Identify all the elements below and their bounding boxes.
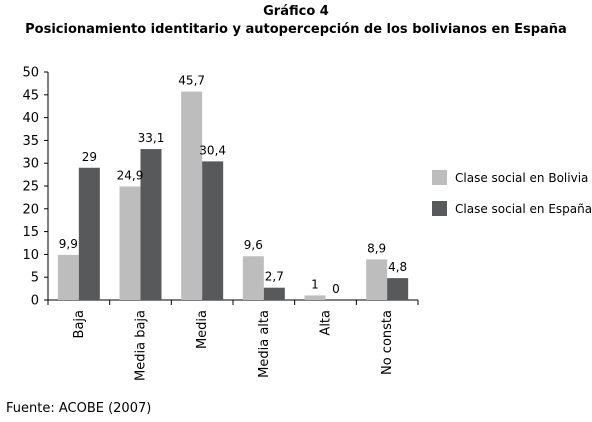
data-label: 9,6 [244, 238, 263, 252]
y-tick-label: 35 [22, 134, 39, 149]
y-axis: 0 5 10 15 20 25 30 35 40 45 50 [22, 66, 49, 309]
data-labels: 9,9 29 24,9 33,1 45,7 30,4 9,6 2,7 1 0 8,94,8 [59, 74, 407, 296]
bar [78, 167, 100, 300]
y-tick-label: 10 [22, 248, 39, 263]
bar [242, 256, 264, 300]
data-label: 9,9 [59, 237, 78, 251]
legend-entry: Clase social en España [455, 202, 592, 216]
bar [202, 161, 224, 300]
bar [140, 149, 162, 300]
category-label: Baja [72, 310, 87, 338]
y-tick-label: 15 [22, 225, 39, 240]
y-tick-label: 25 [22, 180, 39, 195]
category-label: Media baja [134, 310, 149, 381]
bar [57, 254, 79, 300]
legend-swatch [432, 201, 447, 216]
data-label: 45,7 [178, 74, 205, 88]
data-label: 0 [332, 282, 340, 296]
data-label: 8,9 [367, 241, 386, 255]
chart-title: Posicionamiento identitario y autopercep… [25, 22, 567, 37]
x-axis: Baja Media baja Media Media alta Alta No cons… [47, 299, 419, 381]
y-tick-label: 30 [22, 157, 39, 172]
bar [387, 278, 409, 300]
category-label: Media alta [257, 310, 272, 378]
legend-swatch [432, 170, 447, 185]
y-tick-label: 40 [22, 111, 39, 126]
y-tick-label: 0 [31, 294, 39, 309]
data-label: 29 [82, 150, 97, 164]
data-label: 4,8 [388, 260, 407, 274]
y-tick-label: 20 [22, 202, 39, 217]
bar [119, 186, 141, 300]
category-label: No consta [380, 310, 395, 375]
data-label: 2,7 [265, 270, 284, 284]
data-label: 24,9 [117, 168, 144, 182]
data-label: 30,4 [199, 143, 226, 157]
bar [366, 259, 388, 300]
y-tick-label: 45 [22, 88, 39, 103]
bar [304, 295, 326, 300]
figure-label: Gráfico 4 [263, 4, 329, 19]
y-tick-label: 5 [31, 271, 39, 286]
bar [263, 287, 285, 300]
category-label: Alta [319, 310, 334, 336]
data-label: 1 [311, 277, 319, 291]
bar [181, 91, 203, 300]
category-label: Media [195, 310, 210, 349]
bars [57, 91, 409, 300]
y-tick-label: 50 [22, 66, 39, 81]
source-note: Fuente: ACOBE (2007) [6, 401, 152, 416]
data-label: 33,1 [138, 131, 165, 145]
legend: Clase social en Bolivia Clase social en E… [432, 170, 592, 216]
legend-entry: Clase social en Bolivia [455, 171, 588, 185]
